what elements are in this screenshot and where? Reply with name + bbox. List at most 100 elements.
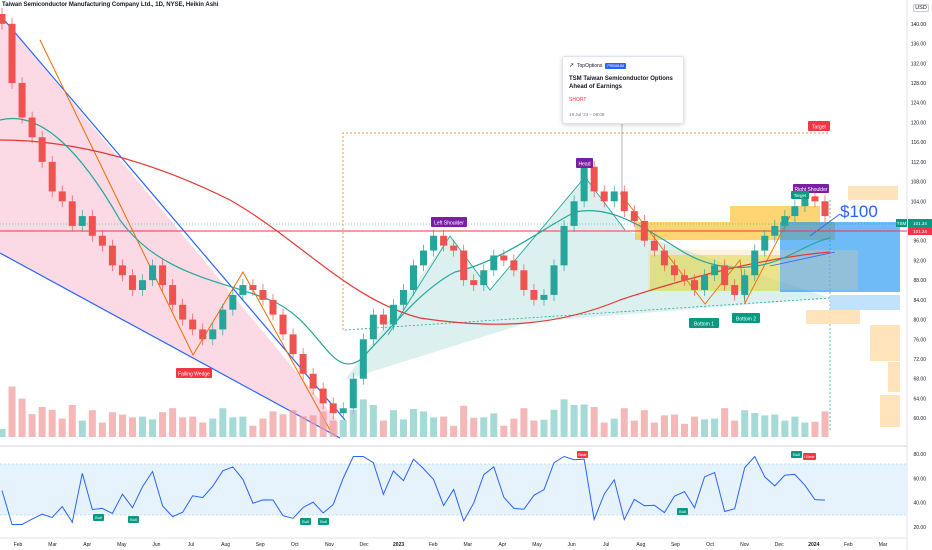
- candle-body: [711, 265, 719, 276]
- candle-body: [420, 250, 428, 266]
- candle-body: [48, 161, 56, 192]
- volume-bar: [510, 418, 518, 437]
- price-tick-label: 124.00: [911, 101, 927, 107]
- svg-text:Falling Wedge: Falling Wedge: [178, 372, 210, 378]
- time-tick-label: Aug: [221, 542, 230, 548]
- volume-bar: [48, 409, 56, 437]
- time-tick-label: Jul: [188, 542, 194, 548]
- volume-bar: [550, 409, 558, 437]
- time-tick-label: Sep: [256, 542, 265, 548]
- rsi-line: [1, 455, 826, 525]
- volume-bar: [450, 425, 458, 437]
- vp-bar-3: [888, 362, 900, 392]
- volume-bar: [791, 416, 799, 437]
- svg-text:Head: Head: [579, 162, 591, 168]
- candle-body: [510, 260, 518, 271]
- volume-bar: [159, 412, 167, 437]
- volume-bar: [691, 416, 699, 437]
- idea-card[interactable]: ↗ TopOptions PREMIUM TSM Taiwan Semicond…: [562, 56, 684, 124]
- volume-bar: [420, 411, 428, 437]
- vp-bar-light: [830, 295, 900, 310]
- time-axis: Feb Mar Apr May Jun Jul Aug Sep Oct Nov Dec 2023 Feb…: [14, 542, 888, 548]
- candle-body: [680, 275, 689, 281]
- volume-bar: [209, 418, 217, 437]
- candle-body: [460, 250, 468, 281]
- candle-body: [520, 270, 528, 290]
- candle-body: [741, 275, 749, 295]
- right-shoulder-label: Right Shoulder: [793, 184, 829, 193]
- candle-body: [199, 329, 207, 340]
- candle-body: [670, 265, 678, 276]
- candle-body: [118, 265, 126, 276]
- vp-bar-2: [870, 325, 900, 361]
- idea-date: 19 Jul '23 – 08:08: [569, 112, 605, 117]
- price-tick-label: 92.00: [913, 258, 926, 264]
- candle-body: [650, 240, 658, 251]
- volume-bar: [189, 416, 197, 437]
- volume-bar: [781, 420, 789, 437]
- volume-bar: [289, 410, 297, 437]
- candle-body: [660, 250, 668, 266]
- left-shoulder-label: Left Shoulder: [431, 217, 467, 227]
- idea-card-header: ↗ TopOptions PREMIUM: [569, 62, 626, 69]
- candle-body: [540, 294, 548, 300]
- volume-bar: [18, 398, 26, 437]
- vp-bar-1: [806, 310, 860, 324]
- candle-body: [620, 191, 628, 212]
- volume-bar: [199, 422, 207, 437]
- volume-bar: [610, 418, 618, 437]
- idea-author[interactable]: TopOptions: [577, 62, 603, 69]
- volume-bar: [771, 414, 779, 437]
- candle-body: [530, 290, 538, 300]
- volume-bar: [540, 419, 548, 437]
- time-tick-label: Dec: [360, 542, 369, 548]
- idea-title[interactable]: TSM Taiwan Semiconductor Options Ahead o…: [569, 76, 673, 90]
- volume-bar: [369, 405, 377, 437]
- candle-body: [309, 373, 317, 389]
- candle-body: [570, 201, 578, 226]
- bottom1-label: Bottom 1: [689, 318, 719, 328]
- falling-wedge-label: Falling Wedge: [176, 368, 212, 378]
- svg-text:Bear: Bear: [806, 454, 815, 459]
- candle-body: [128, 275, 136, 290]
- rsi-tick-label: 60.00: [913, 476, 926, 482]
- volume-bar: [801, 422, 809, 437]
- time-tick-label: Mar: [463, 542, 472, 548]
- time-tick-label: Dec: [775, 542, 784, 548]
- volume-bar: [299, 416, 307, 437]
- candle-body: [691, 280, 699, 290]
- candle-body: [731, 285, 739, 295]
- candle-body: [149, 265, 157, 281]
- volume-bar: [0, 429, 6, 437]
- volume-bar: [570, 405, 578, 437]
- candle-body: [329, 403, 337, 414]
- level-price-tag: 101.24: [908, 227, 932, 235]
- svg-text:Bear: Bear: [578, 452, 587, 457]
- volume-bar: [279, 414, 287, 437]
- svg-text:Right Shoulder: Right Shoulder: [794, 187, 827, 193]
- candle-body: [580, 166, 588, 202]
- volume-bar: [440, 416, 448, 437]
- candle-body: [169, 285, 177, 305]
- target-top-label: Target: [808, 121, 830, 131]
- price-tick-label: 140.00: [911, 22, 927, 28]
- time-tick-label: Oct: [706, 542, 714, 548]
- candle-body: [389, 304, 397, 325]
- svg-text:Bull: Bull: [793, 452, 800, 457]
- candle-body: [8, 23, 16, 83]
- candle-body: [279, 314, 287, 335]
- last-price-tag: 101.34: [908, 219, 932, 227]
- price-tick-label: 60.00: [913, 416, 926, 422]
- currency-button[interactable]: USD: [913, 4, 929, 12]
- price-tick-label: 88.00: [913, 278, 926, 284]
- volume-bar: [229, 417, 237, 437]
- volume-bar: [309, 415, 317, 437]
- price-axis: 140.00 136.00 132.00 128.00 124.00 120.00 116.…: [911, 22, 927, 422]
- candle-body: [78, 216, 86, 226]
- volume-bar: [460, 405, 468, 437]
- time-tick-label: Feb: [844, 542, 853, 548]
- bull-marker: Bull: [300, 518, 311, 525]
- volume-bar: [580, 404, 588, 437]
- rsi-tick-label: 80.00: [913, 452, 926, 458]
